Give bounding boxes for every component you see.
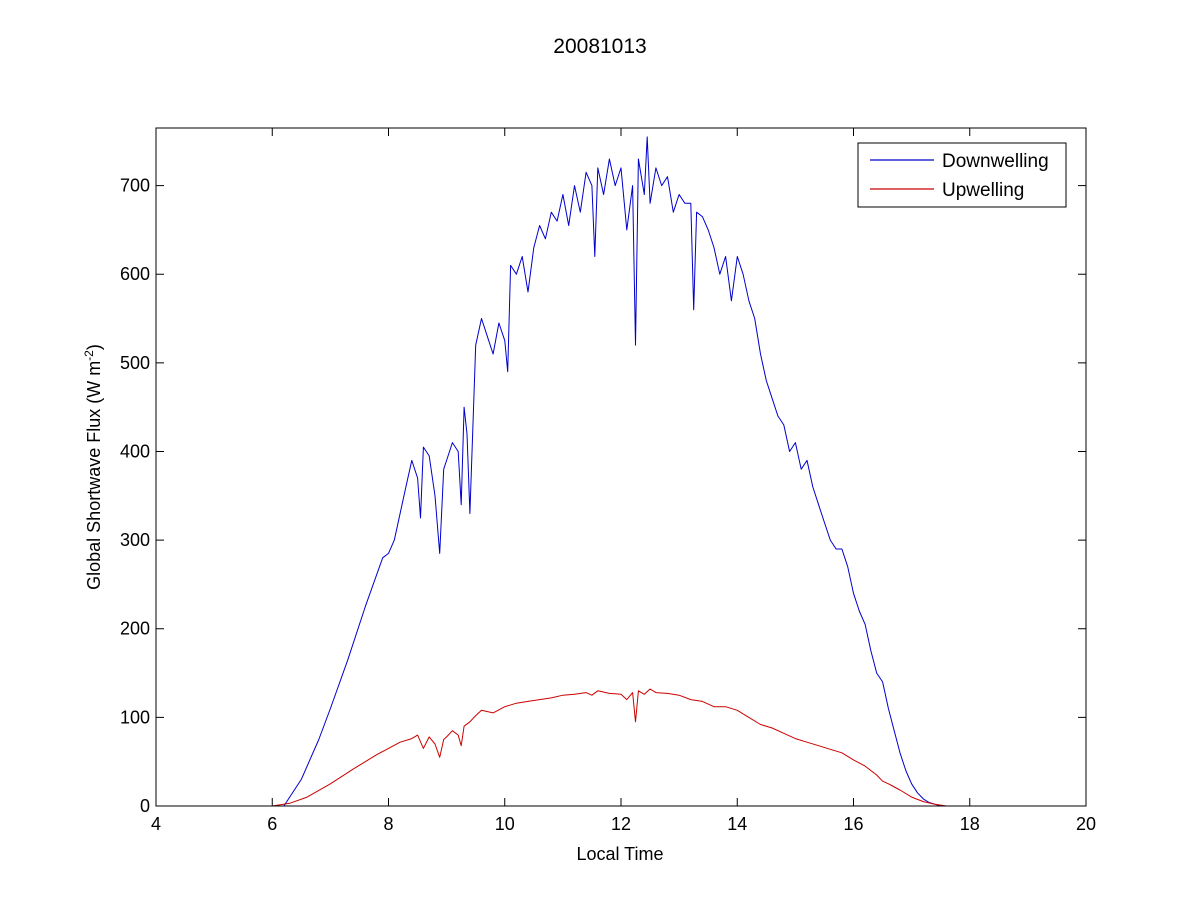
y-tick-label: 300 <box>120 530 150 550</box>
y-axis-label-superscript: -2 <box>82 350 96 361</box>
y-tick-label: 100 <box>120 707 150 727</box>
x-tick-label: 16 <box>843 814 863 834</box>
x-axis-ticks: 4 6 8 10 12 14 16 18 20 <box>151 128 1096 834</box>
x-axis-label: Local Time <box>576 844 663 864</box>
legend-label-downwelling: Downwelling <box>942 151 1049 172</box>
y-tick-label: 700 <box>120 176 150 196</box>
y-tick-label: 200 <box>120 619 150 639</box>
x-tick-label: 6 <box>267 814 277 834</box>
y-axis-label-main: Global Shortwave Flux (W m <box>84 361 104 590</box>
chart-title: 20081013 <box>553 35 646 58</box>
legend-box <box>857 142 1067 208</box>
x-tick-label: 12 <box>611 814 631 834</box>
legend: Downwelling Upwelling <box>857 142 1067 208</box>
plot-area <box>155 127 1087 807</box>
y-tick-label: 600 <box>120 264 150 284</box>
y-axis-ticks: 0 100 200 300 400 500 600 700 <box>120 176 1086 816</box>
y-axis-label: Global Shortwave Flux (W m-2) <box>82 344 104 590</box>
y-tick-label: 0 <box>140 796 150 816</box>
y-tick-label: 500 <box>120 353 150 373</box>
series-line-upwelling <box>156 688 1086 807</box>
x-tick-label: 14 <box>727 814 747 834</box>
y-axis-label-tail: ) <box>84 344 104 350</box>
y-tick-label: 400 <box>120 441 150 461</box>
legend-label-upwelling: Upwelling <box>942 180 1024 201</box>
series-line-downwelling <box>156 136 1086 807</box>
x-tick-label: 18 <box>960 814 980 834</box>
x-tick-label: 10 <box>495 814 515 834</box>
x-tick-label: 8 <box>383 814 393 834</box>
axes-box <box>155 127 1087 807</box>
x-tick-label: 20 <box>1076 814 1096 834</box>
x-tick-label: 4 <box>151 814 161 834</box>
series-layer <box>156 136 1086 807</box>
